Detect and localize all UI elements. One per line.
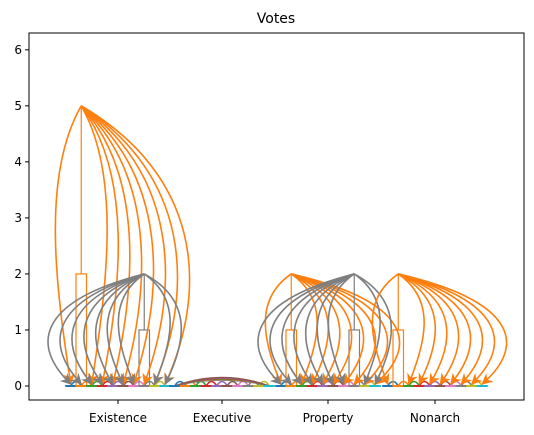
- x-tick-label: Property: [303, 411, 354, 425]
- bar: [138, 329, 151, 387]
- x-tick-label: Executive: [193, 411, 251, 425]
- link-arc: [205, 380, 218, 387]
- arrow-curve: [397, 273, 437, 385]
- arrow-curve: [397, 273, 460, 385]
- y-tick-label: 2: [14, 267, 22, 281]
- arrow-curve: [397, 273, 425, 386]
- arrow-curve: [293, 273, 355, 385]
- link-arc: [258, 380, 270, 387]
- arrow-curve: [257, 273, 355, 385]
- arrow-curve: [95, 273, 145, 385]
- y-tick-label: 5: [14, 99, 22, 113]
- link-arc: [226, 380, 239, 387]
- arrow-curve: [47, 273, 145, 385]
- link-arc: [174, 380, 186, 387]
- arrow-curve: [80, 105, 143, 386]
- arrow-curve: [290, 273, 341, 385]
- arrow-curve: [327, 273, 355, 386]
- arrow-curve: [398, 273, 496, 385]
- arrow-curve: [143, 273, 171, 386]
- y-tick-label: 6: [14, 43, 22, 57]
- arrow-curve: [269, 273, 355, 385]
- arrow-curve: [398, 273, 484, 385]
- y-tick-label: 1: [14, 323, 22, 337]
- arrow-curve: [353, 273, 381, 386]
- arrow-curve: [264, 273, 292, 386]
- bar: [392, 329, 405, 387]
- arrow-curve: [80, 105, 155, 386]
- arrow-curve: [281, 273, 355, 385]
- x-tick-label: Nonarch: [410, 411, 460, 425]
- arrow-curve: [59, 273, 145, 385]
- arrow-curve: [398, 273, 508, 385]
- arrow-curve: [80, 105, 131, 386]
- x-axis: Existence Executive Property Nonarch: [89, 400, 460, 425]
- bar: [348, 329, 361, 387]
- arrow-curve: [117, 273, 145, 386]
- arrow-curve: [397, 273, 448, 385]
- arrow-curve: [143, 273, 183, 385]
- y-tick-label: 3: [14, 211, 22, 225]
- bar: [285, 329, 298, 387]
- arrow-curve: [80, 105, 167, 386]
- plot-area: [47, 105, 508, 387]
- link-arc: [216, 380, 228, 387]
- x-tick-label: Existence: [89, 411, 147, 425]
- arrow-curve: [305, 273, 355, 385]
- chart-title: Votes: [257, 11, 295, 27]
- y-axis: 0 1 2 3 4 5 6: [14, 43, 29, 393]
- y-tick-label: 4: [14, 155, 22, 169]
- arrow-curve: [54, 105, 82, 386]
- arrow-curve: [106, 273, 145, 385]
- arrow-curve: [398, 273, 472, 385]
- arrow-curve: [71, 273, 145, 385]
- arrow-curve: [290, 273, 353, 385]
- arrow-curve: [316, 273, 355, 385]
- arrow-curve: [83, 273, 145, 385]
- link-arc: [174, 376, 270, 387]
- arrow-curve: [371, 273, 399, 386]
- y-tick-label: 0: [14, 379, 22, 393]
- arrow-curve: [353, 273, 393, 385]
- axes-frame: [28, 32, 525, 401]
